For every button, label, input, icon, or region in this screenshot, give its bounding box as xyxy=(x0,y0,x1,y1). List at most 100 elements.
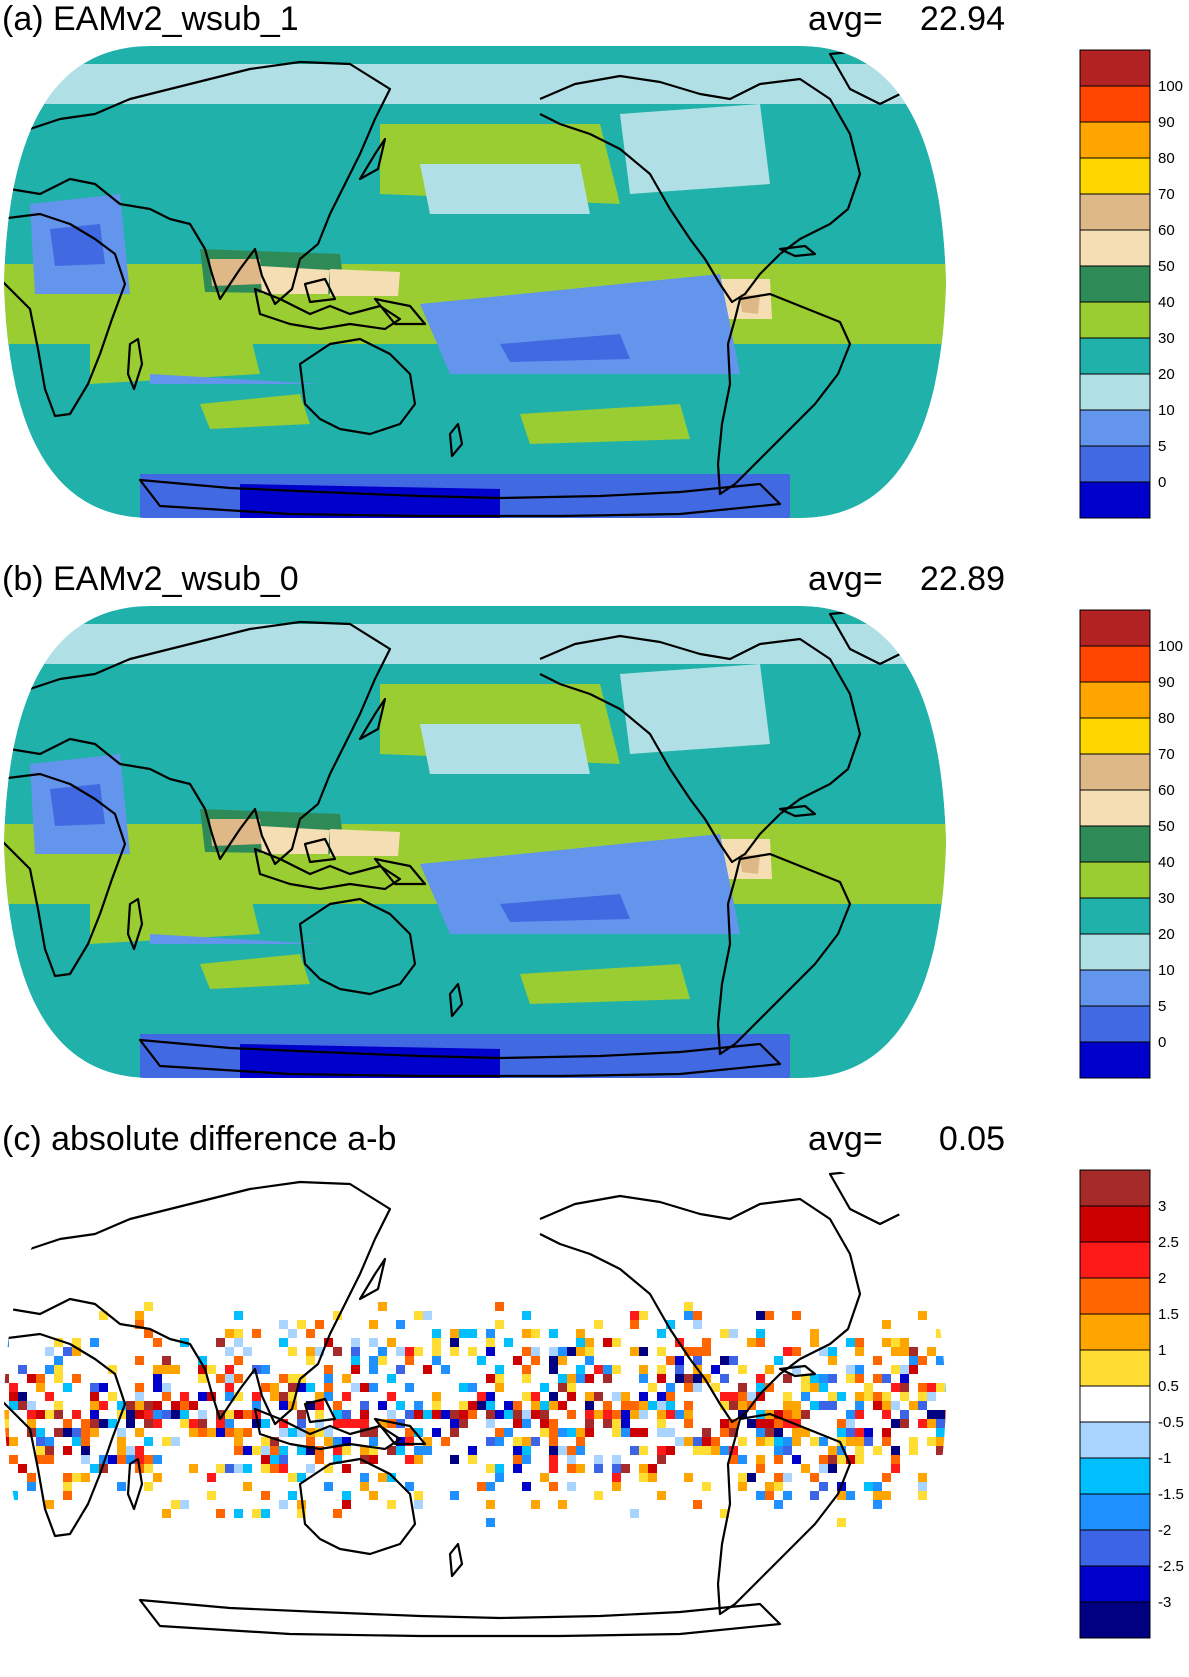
difference-cell xyxy=(774,1500,783,1509)
difference-cell xyxy=(738,1392,747,1401)
difference-cell xyxy=(522,1482,531,1491)
difference-cell xyxy=(225,1410,234,1419)
difference-cell xyxy=(504,1338,513,1347)
coastline xyxy=(298,337,417,436)
colorbar-swatch xyxy=(1079,1421,1151,1459)
difference-cell xyxy=(144,1401,153,1410)
difference-cell xyxy=(324,1374,333,1383)
difference-cell xyxy=(522,1329,531,1338)
difference-cell xyxy=(711,1383,720,1392)
difference-cell xyxy=(648,1464,657,1473)
coastline xyxy=(303,837,337,864)
difference-cell xyxy=(72,1428,81,1437)
difference-cell xyxy=(873,1374,882,1383)
difference-cell xyxy=(144,1410,153,1419)
difference-cell xyxy=(405,1437,414,1446)
coastline xyxy=(778,804,817,818)
colorbar-tick-label: 50 xyxy=(1158,258,1175,275)
difference-cell xyxy=(864,1482,873,1491)
difference-cell xyxy=(243,1347,252,1356)
difference-cell xyxy=(774,1437,783,1446)
difference-cell xyxy=(657,1329,666,1338)
difference-cell xyxy=(855,1455,864,1464)
difference-cell xyxy=(639,1464,648,1473)
difference-cell xyxy=(531,1347,540,1356)
difference-cell xyxy=(756,1464,765,1473)
panel-b: (b) EAMv2_wsub_0 avg= 22.89 100 90 80 70 60 5… xyxy=(0,560,1189,1120)
difference-cell xyxy=(720,1419,729,1428)
difference-cell xyxy=(225,1419,234,1428)
field-patch xyxy=(90,894,260,944)
difference-cell xyxy=(189,1419,198,1428)
colorbar-swatch xyxy=(1079,1493,1151,1531)
colorbar-swatch xyxy=(1079,645,1151,683)
avg-label: avg= xyxy=(808,560,883,598)
difference-cell xyxy=(369,1383,378,1392)
difference-cell xyxy=(648,1473,657,1482)
difference-cell xyxy=(387,1410,396,1419)
difference-cell xyxy=(756,1329,765,1338)
difference-cell xyxy=(45,1410,54,1419)
difference-cell xyxy=(801,1428,810,1437)
difference-cell xyxy=(432,1338,441,1347)
difference-cell xyxy=(387,1419,396,1428)
difference-cell xyxy=(360,1383,369,1392)
difference-cell xyxy=(243,1428,252,1437)
difference-cell xyxy=(909,1401,918,1410)
difference-cell xyxy=(639,1401,648,1410)
difference-cell xyxy=(117,1401,126,1410)
difference-cell xyxy=(414,1491,423,1500)
difference-cell xyxy=(882,1437,891,1446)
difference-cell xyxy=(495,1464,504,1473)
difference-cell xyxy=(666,1401,675,1410)
colorbar-swatch xyxy=(1079,157,1151,195)
difference-cell xyxy=(657,1446,666,1455)
colorbar-swatch xyxy=(1079,409,1151,447)
difference-cell xyxy=(783,1437,792,1446)
coastline xyxy=(138,478,782,518)
difference-cell xyxy=(45,1455,54,1464)
difference-cell xyxy=(54,1374,63,1383)
difference-cell xyxy=(855,1401,864,1410)
difference-cell xyxy=(261,1419,270,1428)
difference-cell xyxy=(18,1392,27,1401)
colorbar-swatch xyxy=(1079,861,1151,899)
difference-cell xyxy=(612,1455,621,1464)
difference-cell xyxy=(324,1437,333,1446)
difference-cell xyxy=(585,1356,594,1365)
difference-cell xyxy=(765,1437,774,1446)
difference-cell xyxy=(531,1401,540,1410)
difference-cell xyxy=(135,1311,144,1320)
difference-cell xyxy=(279,1500,288,1509)
difference-cell xyxy=(261,1491,270,1500)
difference-cell xyxy=(675,1437,684,1446)
difference-cell xyxy=(243,1482,252,1491)
difference-cell xyxy=(837,1446,846,1455)
difference-cell xyxy=(171,1410,180,1419)
difference-cell xyxy=(783,1374,792,1383)
difference-cell xyxy=(612,1392,621,1401)
difference-cell xyxy=(180,1410,189,1419)
difference-cell xyxy=(729,1446,738,1455)
colorbar-tick-label: 10 xyxy=(1158,962,1175,979)
difference-cell xyxy=(621,1464,630,1473)
difference-cell xyxy=(414,1428,423,1437)
difference-cell xyxy=(396,1446,405,1455)
difference-cell xyxy=(9,1455,18,1464)
difference-cell xyxy=(153,1455,162,1464)
difference-cell xyxy=(198,1428,207,1437)
difference-cell xyxy=(918,1491,927,1500)
difference-cell xyxy=(315,1428,324,1437)
difference-cell xyxy=(225,1329,234,1338)
difference-cell xyxy=(747,1392,756,1401)
difference-cell xyxy=(657,1419,666,1428)
colorbar-tick-label: 30 xyxy=(1158,890,1175,907)
difference-cell xyxy=(261,1437,270,1446)
difference-cell xyxy=(756,1374,765,1383)
difference-cell xyxy=(9,1401,18,1410)
difference-cell xyxy=(153,1410,162,1419)
difference-cell xyxy=(306,1464,315,1473)
difference-cell xyxy=(126,1446,135,1455)
difference-cell xyxy=(900,1374,909,1383)
colorbar-swatch xyxy=(1079,1601,1151,1639)
